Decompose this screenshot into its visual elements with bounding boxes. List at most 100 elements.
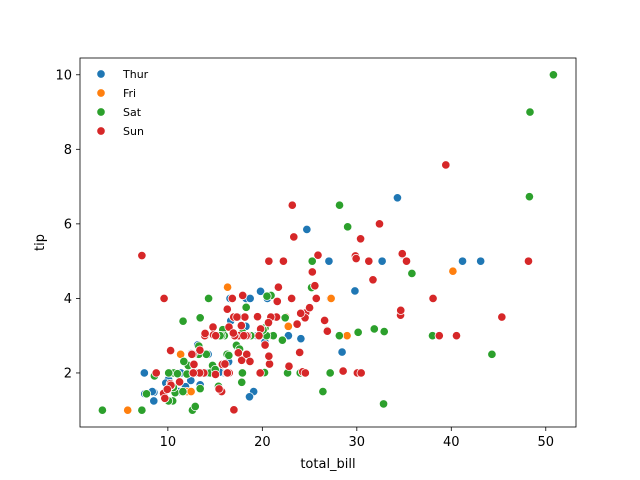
data-point-sat xyxy=(379,327,389,337)
data-point-sat xyxy=(334,331,344,341)
data-point-sat xyxy=(378,399,389,409)
data-point-sat xyxy=(195,384,205,394)
data-point-sun xyxy=(214,384,224,394)
data-point-thur xyxy=(302,224,312,235)
data-point-sat xyxy=(141,389,152,399)
data-point-thur xyxy=(244,392,255,402)
data-point-sun xyxy=(222,304,232,314)
data-point-sat xyxy=(334,200,345,210)
data-point-sat xyxy=(524,192,534,202)
data-point-sun xyxy=(160,393,170,403)
legend-marker-fri xyxy=(96,88,106,98)
data-point-sun xyxy=(356,368,366,378)
data-point-sat xyxy=(237,377,247,387)
data-point-fri xyxy=(326,293,336,303)
data-point-sun xyxy=(434,331,444,341)
y-tick-label: 10 xyxy=(55,68,72,83)
data-point-sat xyxy=(137,405,147,415)
y-axis: 2 4 6 8 10 xyxy=(55,68,80,381)
data-point-sat xyxy=(224,350,234,361)
data-point-sat xyxy=(353,327,363,337)
data-point-sat xyxy=(178,387,188,397)
data-point-sat xyxy=(369,324,379,334)
data-point-sun xyxy=(497,312,507,322)
y-tick-label: 8 xyxy=(64,143,72,158)
legend-label-sat: Sat xyxy=(123,106,142,119)
data-point-sun xyxy=(284,361,294,371)
data-point-sat xyxy=(179,356,189,366)
data-point-sun xyxy=(351,253,361,264)
data-point-sun xyxy=(264,359,275,369)
data-point-thur xyxy=(324,256,334,266)
data-point-thur xyxy=(457,256,468,266)
data-point-sat xyxy=(237,368,247,378)
data-point-sun xyxy=(523,256,534,266)
data-point-sun xyxy=(263,318,274,328)
data-point-sun xyxy=(273,282,283,292)
data-point-sun xyxy=(364,256,374,266)
data-point-sun xyxy=(272,296,282,306)
data-point-sat xyxy=(343,222,353,232)
data-point-sun xyxy=(239,331,249,341)
data-point-sat xyxy=(178,316,188,326)
data-point-sat xyxy=(548,70,558,80)
data-point-sat xyxy=(318,387,328,397)
y-tick-label: 2 xyxy=(64,366,72,381)
data-point-sun xyxy=(305,303,315,313)
data-point-fri xyxy=(222,282,233,292)
data-point-sun xyxy=(210,369,221,380)
data-point-sun xyxy=(397,249,407,259)
data-point-fri xyxy=(123,405,133,415)
legend-label-sun: Sun xyxy=(123,125,144,138)
data-point-sat xyxy=(487,349,497,359)
data-point-sat xyxy=(164,368,174,378)
data-point-sun xyxy=(300,368,310,378)
legend-marker-thur xyxy=(96,69,106,79)
data-point-fri xyxy=(342,331,352,341)
data-point-sat xyxy=(407,268,417,279)
data-point-sun xyxy=(189,359,199,369)
data-point-sun xyxy=(211,331,221,341)
data-point-sun xyxy=(287,200,297,210)
data-point-sat xyxy=(195,313,205,323)
data-point-sun xyxy=(254,331,264,341)
data-point-sun xyxy=(228,328,238,338)
data-point-sun xyxy=(175,377,185,387)
data-point-sun xyxy=(320,315,330,325)
data-point-thur xyxy=(350,286,360,296)
y-tick-label: 6 xyxy=(64,217,72,232)
data-point-sun xyxy=(289,232,299,242)
data-point-sun xyxy=(220,359,230,369)
data-point-thur xyxy=(139,368,149,378)
data-point-sun xyxy=(264,256,274,266)
data-point-sun xyxy=(166,346,176,356)
data-point-sun xyxy=(187,349,197,359)
data-point-sun xyxy=(200,328,210,339)
data-point-sun xyxy=(233,348,243,358)
data-point-sat xyxy=(190,401,200,412)
x-axis-label: total_bill xyxy=(300,457,355,472)
data-point-sun xyxy=(313,250,323,260)
y-axis-label: tip xyxy=(33,234,48,251)
data-point-sun xyxy=(295,347,305,358)
data-point-sat xyxy=(201,349,211,359)
data-point-sun xyxy=(151,368,161,378)
data-point-sun xyxy=(356,234,366,244)
data-point-sun xyxy=(264,351,274,361)
data-point-sat xyxy=(525,107,535,117)
data-point-sun xyxy=(159,293,169,303)
data-point-sat xyxy=(204,293,214,303)
data-point-sat xyxy=(262,291,272,301)
data-point-sun xyxy=(229,405,239,415)
data-point-sun xyxy=(307,267,317,277)
data-point-thur xyxy=(283,331,293,341)
data-point-sun xyxy=(451,331,462,341)
x-tick-label: 10 xyxy=(160,435,177,450)
data-point-sun xyxy=(208,322,218,332)
data-point-sat xyxy=(241,302,251,312)
data-point-sun xyxy=(338,366,348,376)
data-point-sun xyxy=(368,275,378,285)
data-point-sun xyxy=(245,356,255,366)
data-point-thur xyxy=(149,396,159,406)
